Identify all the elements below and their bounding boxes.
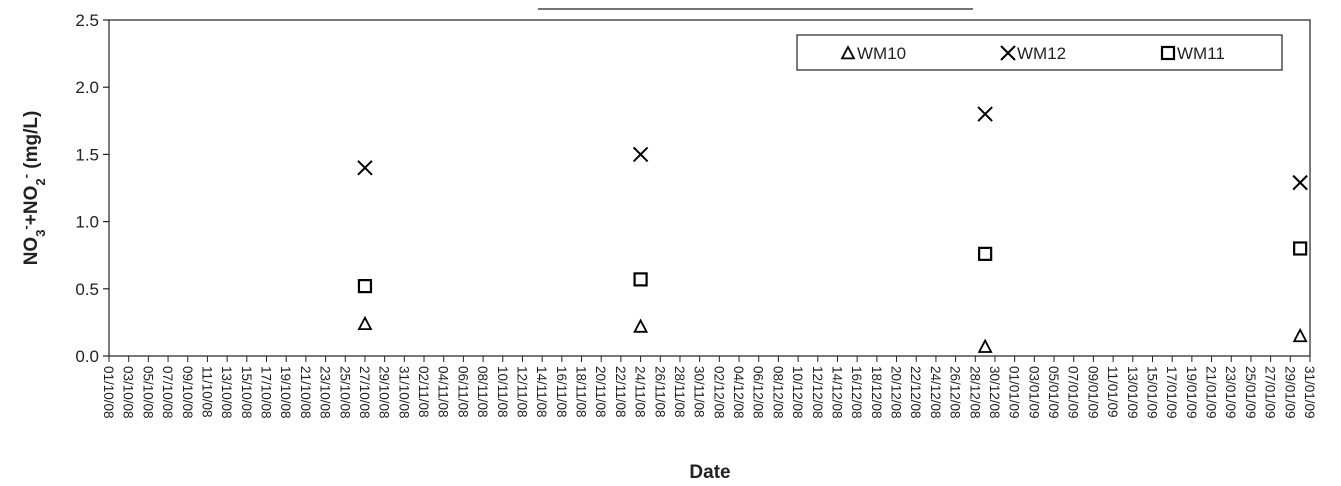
data-point-wm10 (357, 315, 373, 331)
x-tick-label: 17/01/09 (1164, 366, 1179, 419)
x-tick-label: 07/10/08 (160, 366, 175, 419)
x-tick-label: 12/11/08 (514, 366, 529, 418)
y-axis-label: NO3-+NO2- (mg/L) (18, 111, 48, 266)
x-tick-label: 01/10/08 (101, 366, 116, 419)
x-tick-label: 16/11/08 (554, 366, 569, 418)
x-tick-label: 19/01/09 (1184, 366, 1199, 419)
y-tick-label: 1.5 (75, 145, 99, 164)
x-tick-label: 13/10/08 (219, 366, 234, 419)
x-tick-label: 21/01/09 (1204, 366, 1219, 419)
data-point-wm12 (357, 160, 373, 176)
data-point-wm10 (633, 318, 649, 333)
x-tick-label: 25/01/09 (1243, 366, 1258, 419)
x-tick-label: 10/11/08 (495, 366, 510, 418)
x-tick-label: 29/01/09 (1282, 366, 1297, 419)
x-tick-label: 12/12/08 (810, 366, 825, 419)
x-tick-label: 11/10/08 (199, 366, 214, 418)
data-point-wm11 (1293, 241, 1308, 256)
x-tick-label: 05/01/09 (1046, 366, 1061, 419)
legend-label-wm11: WM11 (1177, 44, 1225, 63)
data-point-wm12 (977, 106, 993, 122)
data-point-wm11 (978, 246, 993, 261)
x-axis-label: Date (689, 462, 730, 483)
data-point-wm10 (977, 338, 993, 353)
legend-marker-wm11 (1160, 45, 1176, 61)
legend-label-wm10: WM10 (857, 44, 906, 63)
x-tick-label: 21/10/08 (298, 366, 313, 419)
x-tick-label: 13/01/09 (1125, 366, 1140, 419)
x-tick-label: 22/12/08 (908, 366, 923, 419)
x-tick-label: 07/01/09 (1066, 366, 1081, 419)
x-tick-label: 20/11/08 (593, 366, 608, 418)
x-tick-label: 16/12/08 (849, 366, 864, 419)
x-tick-label: 26/11/08 (652, 366, 667, 418)
x-tick-label: 08/12/08 (770, 366, 785, 419)
x-tick-label: 15/01/09 (1144, 366, 1159, 419)
data-point-wm12 (1292, 174, 1308, 191)
x-tick-label: 24/11/08 (633, 366, 648, 418)
x-tick-label: 04/11/08 (436, 366, 451, 418)
x-tick-label: 29/10/08 (377, 366, 392, 419)
x-tick-label: 19/10/08 (278, 366, 293, 419)
x-tick-label: 31/01/09 (1302, 366, 1317, 419)
x-tick-label: 14/11/08 (534, 366, 549, 418)
x-tick-label: 06/12/08 (751, 366, 766, 419)
y-axis: 0.0 0.5 1.0 1.5 2.0 2.5 (75, 11, 109, 366)
x-tick-label: 09/01/09 (1085, 366, 1100, 419)
x-tick-label: 02/12/08 (711, 366, 726, 419)
x-tick-label: 11/01/09 (1105, 366, 1120, 418)
x-tick-label: 03/10/08 (121, 366, 136, 419)
data-points (357, 106, 1308, 353)
x-tick-label: 23/01/09 (1223, 366, 1238, 419)
data-point-wm12 (632, 146, 649, 163)
data-point-wm11 (357, 279, 373, 294)
x-tick-label: 04/12/08 (731, 366, 746, 419)
x-tick-label: 05/10/08 (140, 366, 155, 419)
legend-marker-wm10 (840, 45, 856, 60)
x-tick-label: 03/01/09 (1026, 366, 1041, 419)
plot-area (108, 19, 1311, 357)
x-tick-label: 30/11/08 (692, 366, 707, 418)
x-tick-label: 15/10/08 (239, 366, 254, 419)
y-tick-label: 1.0 (75, 213, 99, 232)
y-tick-label: 2.0 (75, 78, 99, 97)
x-tick-label: 25/10/08 (337, 366, 352, 419)
legend: WM10 WM12 WM11 (796, 34, 1283, 71)
x-tick-label: 24/12/08 (928, 366, 943, 419)
x-tick-label: 06/11/08 (455, 366, 470, 418)
y-tick-label: 0.0 (75, 347, 99, 366)
x-tick-label: 10/12/08 (790, 366, 805, 419)
x-tick-label: 02/11/08 (416, 366, 431, 418)
legend-box (796, 34, 1283, 71)
x-tick-label: 27/01/09 (1263, 366, 1278, 419)
x-tick-label: 14/12/08 (829, 366, 844, 419)
x-tick-label: 28/11/08 (672, 366, 687, 418)
data-point-wm10 (1292, 327, 1308, 343)
y-tick-label: 2.5 (75, 11, 99, 30)
x-tick-label: 09/10/08 (180, 366, 195, 419)
x-tick-label: 20/12/08 (889, 366, 904, 419)
x-axis: 01/10/08 03/10/08 05/10/08 07/10/08 09/10/08… (101, 356, 1317, 419)
x-tick-label: 17/10/08 (259, 366, 274, 419)
x-tick-label: 08/11/08 (475, 366, 490, 418)
x-tick-label: 28/12/08 (967, 366, 982, 419)
x-tick-label: 23/10/08 (318, 366, 333, 419)
y-tick-label: 0.5 (75, 280, 99, 299)
x-tick-label: 31/10/08 (396, 366, 411, 419)
x-tick-label: 01/01/09 (1007, 366, 1022, 419)
x-tick-label: 27/10/08 (357, 366, 372, 419)
legend-marker-wm12 (1000, 45, 1016, 61)
x-tick-label: 18/11/08 (574, 366, 589, 418)
legend-label-wm12: WM12 (1017, 44, 1066, 63)
x-tick-label: 22/11/08 (613, 366, 628, 418)
data-point-wm11 (633, 272, 648, 287)
x-tick-label: 18/12/08 (869, 366, 884, 419)
x-tick-label: 26/12/08 (948, 366, 963, 419)
x-tick-label: 30/12/08 (987, 366, 1002, 419)
